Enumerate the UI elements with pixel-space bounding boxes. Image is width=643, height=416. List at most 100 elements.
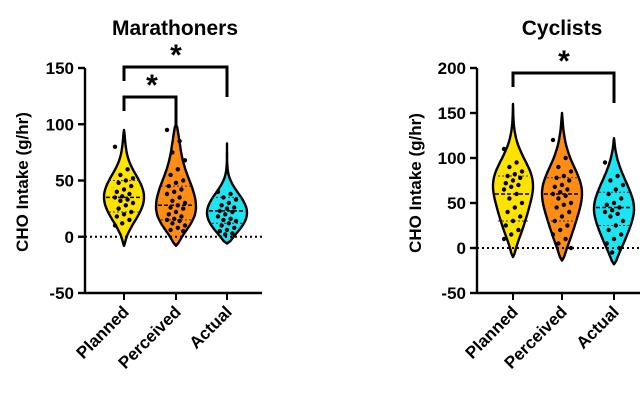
data-point xyxy=(221,195,226,200)
data-point xyxy=(120,194,125,199)
data-point xyxy=(172,216,177,221)
violin-body xyxy=(205,142,249,245)
data-point xyxy=(181,206,186,211)
data-point xyxy=(219,203,224,208)
data-point xyxy=(223,212,228,217)
data-point xyxy=(175,203,180,208)
data-point xyxy=(130,176,136,181)
data-point xyxy=(166,183,171,189)
data-point xyxy=(233,197,239,202)
data-point xyxy=(550,137,556,143)
data-point xyxy=(112,195,118,200)
data-point xyxy=(602,160,608,165)
data-point xyxy=(563,236,568,242)
y-tick-label: 150 xyxy=(438,104,466,123)
data-point xyxy=(617,205,622,210)
data-point xyxy=(232,205,237,210)
data-point xyxy=(550,191,556,197)
data-point xyxy=(217,228,222,234)
data-point xyxy=(217,208,222,214)
panel-cyclists: Cyclists CHO Intake (g/hr) PlannedPercei… xyxy=(406,17,640,373)
significance-brackets: ** xyxy=(122,39,229,127)
data-point xyxy=(125,197,130,202)
data-point xyxy=(501,236,507,242)
data-point xyxy=(554,205,559,210)
data-point xyxy=(514,160,519,165)
data-point xyxy=(568,200,574,206)
data-point xyxy=(177,195,182,200)
data-point xyxy=(512,205,517,210)
y-tick-label: 150 xyxy=(46,59,74,78)
panel-marathoners: Marathoners CHO Intake (g/hr) PlannedPer… xyxy=(13,17,262,373)
x-tick-label: Actual xyxy=(573,302,623,352)
y-tick-label: 50 xyxy=(55,172,74,191)
chart-title: Cyclists xyxy=(522,17,603,40)
data-point xyxy=(556,241,561,246)
data-point xyxy=(613,187,618,192)
data-point xyxy=(565,187,570,192)
data-point xyxy=(170,150,175,155)
data-point xyxy=(116,180,121,185)
x-tick-label: Actual xyxy=(186,302,236,352)
data-point xyxy=(175,167,180,172)
data-point xyxy=(610,250,615,255)
data-point xyxy=(611,236,617,242)
data-point xyxy=(505,209,510,215)
data-point xyxy=(606,191,611,197)
data-point xyxy=(224,206,230,211)
data-point xyxy=(179,214,184,219)
data-point xyxy=(219,223,224,228)
data-point xyxy=(172,189,177,194)
significance-bracket: * xyxy=(122,39,229,97)
data-point xyxy=(224,227,230,233)
data-point xyxy=(168,205,173,210)
data-point xyxy=(230,209,235,215)
data-point xyxy=(182,200,188,206)
bracket-line xyxy=(122,65,229,97)
chart-title: Marathoners xyxy=(112,17,238,40)
data-point xyxy=(164,127,170,133)
data-point xyxy=(182,223,188,228)
data-point xyxy=(507,196,512,201)
data-point xyxy=(177,218,182,224)
y-tick-label: 100 xyxy=(46,115,74,134)
y-axis-label: CHO Intake (g/hr) xyxy=(13,112,32,252)
data-point xyxy=(170,198,175,203)
data-point xyxy=(510,178,516,183)
significance-brackets: * xyxy=(511,45,616,103)
y-tick-label: -50 xyxy=(49,284,74,303)
data-point xyxy=(556,196,561,201)
data-point xyxy=(168,227,173,233)
data-point xyxy=(120,221,125,226)
data-point xyxy=(620,218,626,224)
data-point xyxy=(179,187,184,192)
data-point xyxy=(166,212,171,217)
data-point xyxy=(550,232,556,237)
data-point xyxy=(181,178,186,183)
data-point xyxy=(130,200,136,206)
data-point xyxy=(561,173,566,179)
data-point xyxy=(559,182,565,188)
data-point xyxy=(228,216,233,221)
data-point xyxy=(127,191,132,197)
y-tick-label: 0 xyxy=(65,228,74,247)
data-point xyxy=(118,198,123,203)
data-point xyxy=(516,227,521,233)
data-point xyxy=(568,169,574,174)
bracket-line xyxy=(122,95,178,127)
significance-bracket: * xyxy=(122,69,178,127)
data-point xyxy=(611,200,617,206)
data-points xyxy=(112,127,239,237)
data-point xyxy=(604,241,609,246)
data-point xyxy=(558,227,563,233)
data-point xyxy=(182,158,188,163)
data-point xyxy=(129,183,134,189)
data-point xyxy=(519,200,525,206)
y-tick-label: 50 xyxy=(447,194,466,213)
data-point xyxy=(118,172,123,178)
data-point xyxy=(173,209,179,215)
data-point xyxy=(228,191,233,197)
data-point xyxy=(556,164,561,170)
data-point xyxy=(181,228,186,234)
